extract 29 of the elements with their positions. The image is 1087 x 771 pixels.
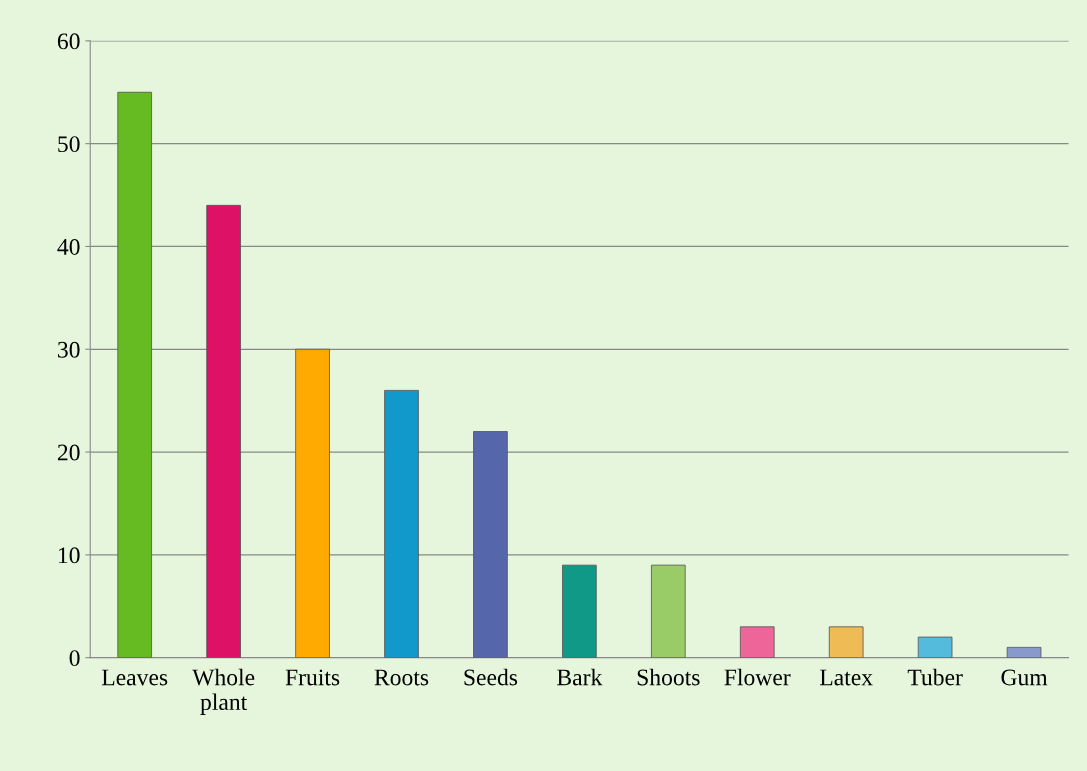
x-tick-label: Leaves — [101, 669, 168, 686]
bar — [295, 348, 330, 658]
x-tick-label: Bark — [557, 668, 603, 686]
x-tick-label: Latex — [819, 669, 873, 686]
bar — [917, 636, 953, 658]
x-tick-label: Flower — [724, 668, 791, 686]
x-tick-label: Roots — [374, 669, 429, 686]
y-tick-label: 50 — [58, 136, 80, 153]
x-tick-label: Seeds — [464, 668, 518, 686]
y-tick-label: 60 — [57, 33, 80, 50]
y-tick-label: 20 — [57, 444, 80, 461]
bar — [473, 431, 508, 658]
y-tick-label: 10 — [58, 547, 80, 564]
bar — [828, 626, 864, 658]
y-tick-label: 0 — [69, 650, 80, 667]
bar — [206, 204, 241, 658]
x-tick-label: Fruits — [285, 669, 340, 686]
x-tick-label: Whole plant — [192, 668, 255, 715]
bar — [384, 389, 419, 658]
y-tick-label: 30 — [58, 341, 80, 358]
x-tick-label: Shoots — [637, 668, 700, 686]
x-tick-label: Gum — [1001, 669, 1048, 686]
bar — [650, 564, 686, 658]
x-tick-label: Tuber — [907, 668, 963, 686]
y-tick-label: 40 — [57, 238, 80, 255]
bar — [739, 626, 775, 658]
bar — [562, 564, 597, 658]
bar — [1006, 646, 1042, 658]
bar — [117, 91, 153, 658]
